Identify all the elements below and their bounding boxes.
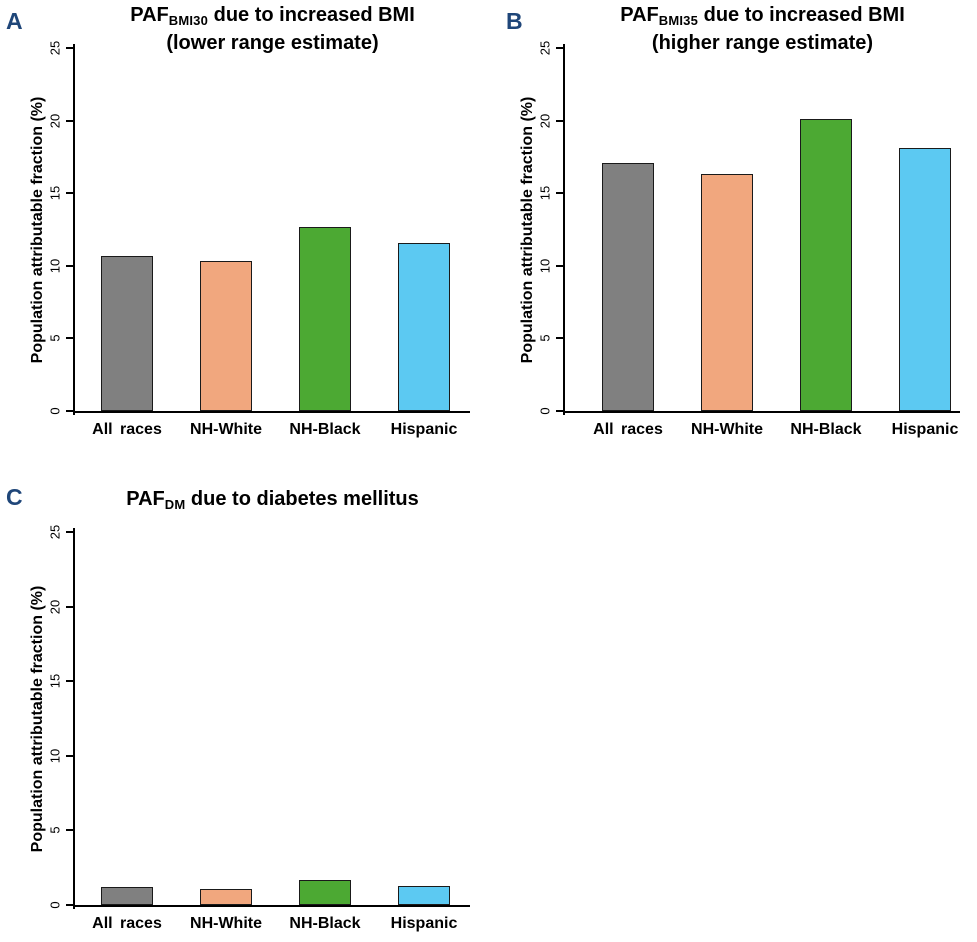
panel-a-chart: A PAFBMI30 due to increased BMI (lower ran… bbox=[0, 0, 488, 470]
y-axis-title: Population attributable fraction (%) bbox=[29, 96, 46, 363]
y-tick-0 bbox=[556, 410, 563, 412]
panel-letter-c: C bbox=[6, 484, 23, 510]
panel-c-chart: C PAFDM due to diabetes mellitus Populatio… bbox=[0, 470, 490, 942]
y-tick-label-20: 20 bbox=[537, 113, 553, 128]
x-axis-label-nh-black: NH-Black bbox=[790, 421, 862, 438]
chart-title: PAFDM due to diabetes mellitus bbox=[55, 486, 490, 514]
y-axis-line bbox=[73, 44, 75, 415]
panel-b-chart: B PAFBMI35 due to increased BMI (higher ra… bbox=[488, 0, 977, 470]
y-tick-label-25: 25 bbox=[47, 40, 63, 56]
panel-letter-b: B bbox=[506, 8, 523, 34]
y-axis-line bbox=[563, 44, 565, 415]
y-tick-label-15: 15 bbox=[47, 673, 63, 689]
x-axis-line bbox=[73, 905, 470, 907]
y-tick-label-0: 0 bbox=[47, 407, 63, 415]
y-tick-25 bbox=[556, 47, 563, 49]
bar-all-races bbox=[602, 162, 654, 411]
y-tick-15 bbox=[66, 192, 73, 195]
bar-nh-white bbox=[200, 261, 252, 411]
x-axis-label-all-races: All races bbox=[92, 421, 162, 438]
x-axis-label-nh-black: NH-Black bbox=[289, 421, 361, 438]
y-tick-10 bbox=[66, 264, 73, 267]
y-tick-label-20: 20 bbox=[47, 599, 63, 614]
y-tick-label-5: 5 bbox=[47, 334, 63, 343]
chart-title: PAFBMI35 due to increased BMI (higher ran… bbox=[545, 2, 977, 56]
y-tick-15 bbox=[66, 680, 73, 683]
x-axis-label-nh-white: NH-White bbox=[691, 421, 763, 438]
y-tick-15 bbox=[556, 192, 563, 195]
bar-hispanic bbox=[899, 148, 951, 411]
x-axis-label-hispanic: Hispanic bbox=[390, 915, 458, 932]
chart-title-line2: (higher range estimate) bbox=[651, 32, 874, 54]
bar-all-races bbox=[101, 887, 153, 905]
y-tick-label-25: 25 bbox=[47, 524, 63, 540]
y-tick-label-15: 15 bbox=[47, 185, 63, 201]
bar-hispanic bbox=[398, 242, 450, 411]
chart-title-line1: PAFDM due to diabetes mellitus bbox=[126, 488, 419, 512]
y-tick-label-10: 10 bbox=[537, 258, 553, 274]
y-tick-20 bbox=[66, 119, 73, 122]
y-tick-label-15: 15 bbox=[537, 185, 553, 201]
chart-title: PAFBMI30 due to increased BMI (lower rang… bbox=[55, 2, 490, 56]
y-axis-title: Population attributable fraction (%) bbox=[29, 585, 46, 852]
y-tick-label-0: 0 bbox=[537, 407, 553, 415]
bar-all-races bbox=[101, 255, 153, 411]
y-tick-10 bbox=[556, 264, 563, 267]
y-tick-label-25: 25 bbox=[537, 40, 553, 56]
panel-letter-a: A bbox=[6, 8, 23, 34]
x-axis-label-nh-white: NH-White bbox=[190, 421, 262, 438]
y-tick-25 bbox=[66, 531, 73, 533]
y-tick-label-0: 0 bbox=[47, 901, 63, 909]
x-axis-label-hispanic: Hispanic bbox=[891, 421, 959, 438]
x-axis-label-all-races: All races bbox=[593, 421, 663, 438]
y-axis-title: Population attributable fraction (%) bbox=[519, 96, 536, 363]
y-tick-20 bbox=[556, 119, 563, 122]
chart-title-line1: PAFBMI30 due to increased BMI bbox=[130, 4, 415, 28]
x-axis-label-hispanic: Hispanic bbox=[390, 421, 458, 438]
y-axis-line bbox=[73, 528, 75, 909]
x-axis-label-all-races: All races bbox=[92, 915, 162, 932]
y-tick-25 bbox=[66, 47, 73, 49]
y-tick-5 bbox=[66, 337, 73, 340]
y-tick-20 bbox=[66, 605, 73, 608]
bar-nh-white bbox=[701, 174, 753, 411]
bar-hispanic bbox=[398, 885, 450, 905]
chart-title-line1: PAFBMI35 due to increased BMI bbox=[620, 4, 905, 28]
bar-nh-black bbox=[299, 879, 351, 905]
y-tick-0 bbox=[66, 410, 73, 412]
y-tick-label-20: 20 bbox=[47, 113, 63, 128]
y-tick-label-10: 10 bbox=[47, 748, 63, 764]
y-tick-5 bbox=[66, 829, 73, 832]
y-tick-label-10: 10 bbox=[47, 258, 63, 274]
bar-nh-black bbox=[299, 226, 351, 411]
y-tick-label-5: 5 bbox=[47, 826, 63, 835]
x-axis-line bbox=[563, 411, 960, 413]
x-axis-label-nh-black: NH-Black bbox=[289, 915, 361, 932]
y-tick-label-5: 5 bbox=[537, 334, 553, 343]
x-axis-label-nh-white: NH-White bbox=[190, 915, 262, 932]
y-tick-0 bbox=[66, 904, 73, 906]
bar-nh-black bbox=[800, 119, 852, 411]
y-tick-10 bbox=[66, 754, 73, 757]
bar-nh-white bbox=[200, 888, 252, 905]
x-axis-line bbox=[73, 411, 470, 413]
chart-title-line2: (lower range estimate) bbox=[166, 32, 379, 54]
y-tick-5 bbox=[556, 337, 563, 340]
